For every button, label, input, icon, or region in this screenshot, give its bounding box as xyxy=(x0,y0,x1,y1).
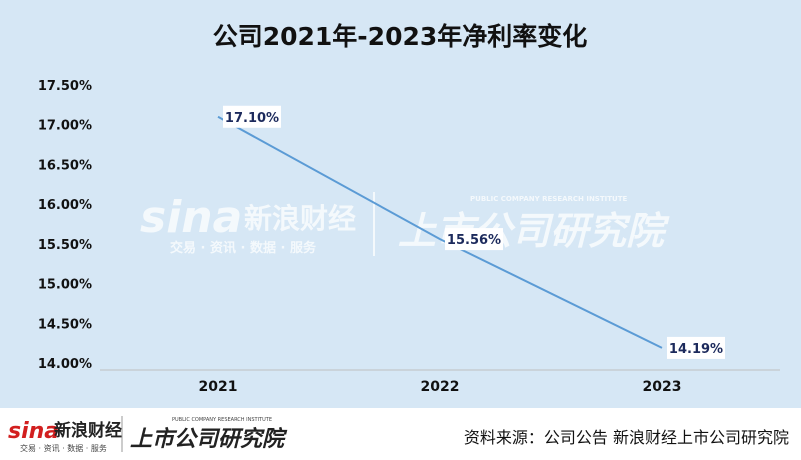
y-tick-label: 14.00% xyxy=(38,357,92,372)
watermark-tagline: 交易 · 资讯 · 数据 · 服务 xyxy=(170,240,317,256)
x-tick-label: 2022 xyxy=(421,379,460,395)
data-label-box xyxy=(223,105,281,128)
data-label-box xyxy=(667,336,725,359)
data-label-text: 14.19% xyxy=(669,342,723,357)
y-tick-label: 17.00% xyxy=(38,119,92,134)
chart-title: 公司2021年-2023年净利率变化 xyxy=(213,22,588,51)
footer-sina-logo: sina xyxy=(8,419,59,444)
x-axis-ticks: 2021 2022 2023 xyxy=(199,379,682,395)
y-tick-label: 15.50% xyxy=(38,238,92,253)
data-label: 17.10% xyxy=(223,105,281,128)
footer-institute-en: PUBLIC COMPANY RESEARCH INSTITUTE xyxy=(172,417,272,423)
source-note: 资料来源：公司公告 新浪财经上市公司研究院 xyxy=(463,428,789,447)
footer-bar xyxy=(0,408,801,460)
data-labels: 17.10% 15.56% 14.19% xyxy=(223,105,725,359)
x-tick-label: 2021 xyxy=(199,379,238,395)
watermark-brand-cn: 新浪财经 xyxy=(244,202,356,235)
data-label-text: 15.56% xyxy=(447,233,501,248)
footer-institute-cn: 上市公司研究院 xyxy=(130,426,288,452)
y-tick-label: 16.50% xyxy=(38,158,92,173)
x-tick-label: 2023 xyxy=(643,379,682,395)
y-tick-label: 14.50% xyxy=(38,317,92,332)
data-label: 15.56% xyxy=(445,228,503,251)
data-label-text: 17.10% xyxy=(225,111,279,126)
watermark-institute-en: PUBLIC COMPANY RESEARCH INSTITUTE xyxy=(470,195,627,203)
y-tick-label: 16.00% xyxy=(38,198,92,213)
footer-logo: sina 新浪财经 交易 · 资讯 · 数据 · 服务 PUBLIC COMPA… xyxy=(8,416,288,453)
footer-brand-cn: 新浪财经 xyxy=(54,420,122,441)
data-label-box xyxy=(445,228,503,251)
y-axis-ticks: 17.50% 17.00% 16.50% 16.00% 15.50% 15.00% 14.5… xyxy=(38,79,92,372)
series-line xyxy=(217,115,663,349)
data-label: 14.19% xyxy=(667,336,725,359)
y-tick-label: 15.00% xyxy=(38,278,92,293)
watermark-sina-logo: sina xyxy=(140,192,242,243)
footer-tagline: 交易 · 资讯 · 数据 · 服务 xyxy=(20,443,107,453)
watermark-institute-cn: 上市公司研究院 xyxy=(398,209,670,253)
watermark: sina 新浪财经 交易 · 资讯 · 数据 · 服务 PUBLIC COMPA… xyxy=(140,192,670,256)
y-tick-label: 17.50% xyxy=(38,79,92,94)
